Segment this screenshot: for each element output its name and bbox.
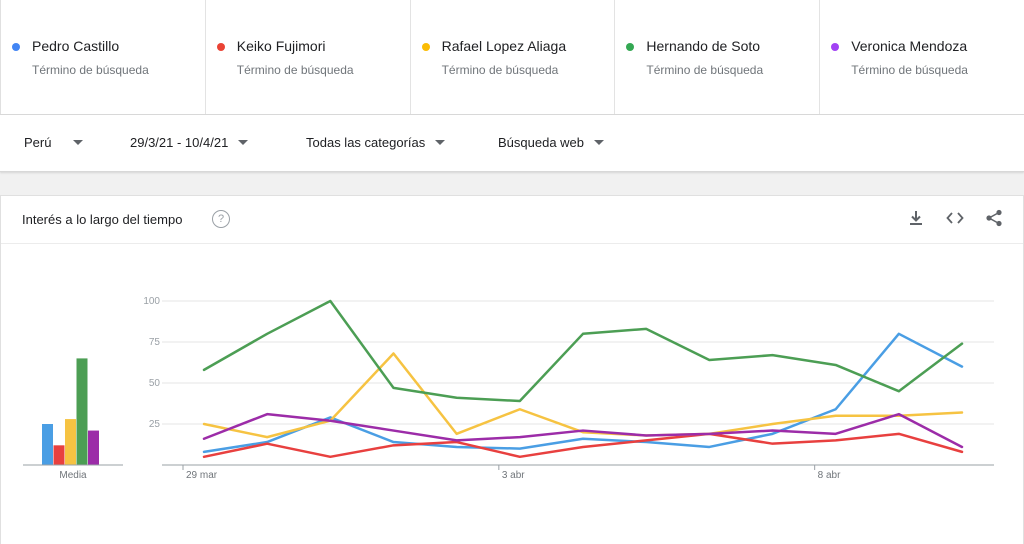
chevron-down-icon (435, 140, 446, 146)
term-type: Término de búsqueda (851, 63, 968, 77)
category-dropdown[interactable]: Todas las categorías (306, 135, 446, 150)
chevron-down-icon (594, 140, 605, 146)
term-name: Pedro Castillo (32, 38, 120, 54)
embed-icon[interactable] (945, 208, 965, 228)
category-value: Todas las categorías (306, 135, 426, 150)
term-rafael-lopez-aliaga[interactable]: Rafael Lopez Aliaga Término de búsqueda (409, 0, 615, 114)
region-value: Perú (24, 135, 52, 150)
date-range-dropdown[interactable]: 29/3/21 - 10/4/21 (130, 135, 249, 150)
term-color-dot (216, 43, 225, 51)
averages-label: Media (59, 470, 87, 481)
term-color-dot (626, 43, 635, 51)
term-hernando-de-soto[interactable]: Hernando de Soto Término de búsqueda (614, 0, 819, 114)
region-dropdown[interactable]: Perú (24, 135, 84, 150)
term-color-dot (421, 43, 430, 51)
card-header-divider (1, 243, 1023, 244)
term-type: Término de búsqueda (32, 63, 149, 77)
term-type: Término de búsqueda (441, 63, 559, 77)
term-name: Hernando de Soto (646, 38, 761, 54)
help-icon[interactable]: ? (212, 210, 230, 228)
y-tick-label: 25 (149, 419, 161, 430)
search-terms-bar: Pedro Castillo Término de búsqueda Keiko… (0, 0, 1024, 115)
share-icon[interactable] (984, 208, 1004, 228)
series-line-keiko-fujimori[interactable] (202, 432, 964, 459)
chart-grid: 25 50 75 100 29 mar 3 abr 8 abr (143, 296, 994, 481)
chevron-down-icon (73, 140, 84, 146)
term-keiko-fujimori[interactable]: Keiko Fujimori Término de búsqueda (204, 0, 410, 114)
chevron-down-icon (238, 140, 249, 146)
x-tick-label: 3 abr (502, 470, 525, 481)
search-type-dropdown[interactable]: Búsqueda web (498, 135, 605, 150)
series-line-pedro-castillo[interactable] (202, 332, 964, 454)
average-bar[interactable] (42, 424, 53, 465)
series-line-veronica-mendoza[interactable] (202, 412, 964, 449)
x-tick-label: 8 abr (818, 470, 841, 481)
averages-chart: Media (23, 358, 123, 481)
term-type: Término de búsqueda (236, 63, 354, 77)
term-veronica-mendoza[interactable]: Veronica Mendoza Término de búsqueda (819, 0, 1024, 114)
y-tick-label: 100 (143, 296, 160, 307)
term-pedro-castillo[interactable]: Pedro Castillo Término de búsqueda (0, 0, 205, 114)
card-title: Interés a lo largo del tiempo (22, 212, 183, 227)
term-color-dot (831, 43, 840, 51)
chart-lines (202, 299, 964, 459)
average-bar[interactable] (65, 419, 76, 465)
series-line-hernando-de-soto[interactable] (202, 299, 964, 403)
filters-bar: Perú 29/3/21 - 10/4/21 Todas las categor… (0, 115, 1024, 172)
term-name: Keiko Fujimori (236, 38, 326, 54)
term-name: Veronica Mendoza (851, 38, 968, 54)
x-tick-label: 29 mar (186, 470, 218, 481)
average-bar[interactable] (53, 445, 65, 465)
average-bar[interactable] (88, 430, 99, 465)
search-type-value: Búsqueda web (498, 135, 585, 150)
download-icon[interactable] (906, 208, 926, 228)
y-tick-label: 50 (149, 378, 161, 389)
interest-chart: Media 25 50 75 100 29 mar 3 abr 8 abr (23, 296, 994, 481)
y-tick-label: 75 (149, 337, 161, 348)
term-color-dot (12, 43, 20, 51)
interest-over-time-card: Interés a lo largo del tiempo ? Media 25… (0, 195, 1024, 544)
term-name: Rafael Lopez Aliaga (441, 38, 567, 54)
term-type: Término de búsqueda (646, 63, 764, 77)
date-range-value: 29/3/21 - 10/4/21 (130, 135, 229, 150)
average-bar[interactable] (76, 358, 88, 465)
